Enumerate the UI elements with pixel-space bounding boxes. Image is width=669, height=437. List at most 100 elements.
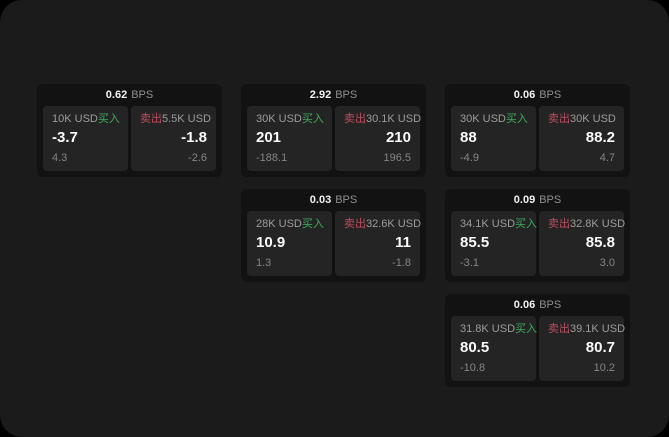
- bps-unit: BPS: [539, 193, 562, 206]
- bps-header: 0.62 BPS: [37, 84, 222, 106]
- buy-sub-value: 1.3: [256, 257, 272, 269]
- sell-price-value: 80.7: [585, 339, 615, 356]
- sell-tile-header: 卖出 30.1K USD: [344, 113, 421, 125]
- card-body: 28K USD 买入 10.9 1.3 卖出 32.6K USD 11 -1.8: [241, 211, 426, 282]
- bps-unit: BPS: [131, 88, 154, 101]
- buy-tile-header: 31.8K USD 买入: [460, 323, 537, 335]
- sell-sub-value: 4.7: [599, 152, 615, 164]
- sell-tile-header: 卖出 5.5K USD: [140, 113, 211, 125]
- sell-side-label: 卖出: [344, 218, 366, 230]
- sell-tile[interactable]: 卖出 32.8K USD 85.8 3.0: [539, 211, 625, 276]
- buy-tile[interactable]: 28K USD 买入 10.9 1.3: [247, 211, 332, 276]
- sell-tile[interactable]: 卖出 32.6K USD 11 -1.8: [335, 211, 421, 276]
- quote-card: 0.06 BPS 30K USD 买入 88 -4.9 卖出 30K USD: [445, 84, 630, 177]
- buy-price-value: 85.5: [460, 234, 490, 251]
- bps-header: 0.06 BPS: [445, 84, 630, 106]
- buy-tile[interactable]: 10K USD 买入 -3.7 4.3: [43, 106, 128, 171]
- buy-price-value: -3.7: [52, 129, 78, 146]
- quote-grid: 0.62 BPS 10K USD 买入 -3.7 4.3 卖出 5.5K USD: [37, 84, 630, 387]
- quote-card: 0.62 BPS 10K USD 买入 -3.7 4.3 卖出 5.5K USD: [37, 84, 222, 177]
- sell-side-label: 卖出: [140, 113, 162, 125]
- sell-price-value: -1.8: [181, 129, 207, 146]
- card-body: 30K USD 买入 88 -4.9 卖出 30K USD 88.2 4.7: [445, 106, 630, 177]
- sell-tile-header: 卖出 39.1K USD: [548, 323, 625, 335]
- sell-amount-label: 30K USD: [570, 113, 616, 125]
- buy-sub-value: 4.3: [52, 152, 68, 164]
- buy-tile-header: 30K USD 买入: [460, 113, 528, 125]
- buy-amount-label: 34.1K USD: [460, 218, 516, 230]
- sell-amount-label: 39.1K USD: [570, 323, 626, 335]
- sell-sub-value: -1.8: [392, 257, 411, 269]
- card-body: 30K USD 买入 201 -188.1 卖出 30.1K USD 210 1…: [241, 106, 426, 177]
- buy-tile-header: 10K USD 买入: [52, 113, 120, 125]
- buy-tile-header: 30K USD 买入: [256, 113, 324, 125]
- sell-tile[interactable]: 卖出 39.1K USD 80.7 10.2: [539, 316, 625, 381]
- buy-sub-value: -4.9: [460, 152, 479, 164]
- bps-value: 0.03: [309, 193, 332, 206]
- buy-price-value: 10.9: [256, 234, 286, 251]
- sell-side-label: 卖出: [548, 323, 570, 335]
- card-body: 34.1K USD 买入 85.5 -3.1 卖出 32.8K USD 85.8…: [445, 211, 630, 282]
- sell-amount-label: 5.5K USD: [162, 113, 211, 125]
- buy-sub-value: -188.1: [256, 152, 288, 164]
- sell-amount-label: 32.6K USD: [366, 218, 422, 230]
- buy-price-value: 88: [460, 129, 477, 146]
- sell-amount-label: 32.8K USD: [570, 218, 626, 230]
- buy-tile[interactable]: 30K USD 买入 201 -188.1: [247, 106, 332, 171]
- sell-price-value: 88.2: [585, 129, 615, 146]
- sell-tile[interactable]: 卖出 5.5K USD -1.8 -2.6: [131, 106, 216, 171]
- buy-side-label: 买入: [301, 113, 324, 125]
- bps-value: 0.06: [513, 88, 536, 101]
- bps-unit: BPS: [539, 88, 562, 101]
- sell-tile[interactable]: 卖出 30K USD 88.2 4.7: [539, 106, 624, 171]
- quote-card: 0.03 BPS 28K USD 买入 10.9 1.3 卖出 32.6K US…: [241, 189, 426, 282]
- sell-sub-value: -2.6: [188, 152, 207, 164]
- bps-unit: BPS: [539, 298, 562, 311]
- sell-tile-header: 卖出 30K USD: [548, 113, 616, 125]
- buy-side-label: 买入: [97, 113, 120, 125]
- sell-amount-label: 30.1K USD: [366, 113, 422, 125]
- buy-sub-value: -10.8: [460, 362, 486, 374]
- buy-side-label: 买入: [515, 218, 538, 230]
- buy-amount-label: 31.8K USD: [460, 323, 516, 335]
- sell-sub-value: 196.5: [383, 152, 411, 164]
- bps-header: 0.09 BPS: [445, 189, 630, 211]
- buy-sub-value: -3.1: [460, 257, 479, 269]
- sell-price-value: 11: [395, 234, 411, 251]
- bps-value: 2.92: [309, 88, 332, 101]
- bps-header: 2.92 BPS: [241, 84, 426, 106]
- buy-amount-label: 30K USD: [256, 113, 302, 125]
- sell-side-label: 卖出: [548, 113, 570, 125]
- sell-sub-value: 3.0: [599, 257, 615, 269]
- buy-tile-header: 28K USD 买入: [256, 218, 324, 230]
- sell-tile[interactable]: 卖出 30.1K USD 210 196.5: [335, 106, 421, 171]
- bps-value: 0.62: [105, 88, 128, 101]
- sell-tile-header: 卖出 32.8K USD: [548, 218, 625, 230]
- buy-price-value: 80.5: [460, 339, 490, 356]
- card-body: 10K USD 买入 -3.7 4.3 卖出 5.5K USD -1.8 -2.…: [37, 106, 222, 177]
- buy-amount-label: 10K USD: [52, 113, 98, 125]
- sell-tile-header: 卖出 32.6K USD: [344, 218, 421, 230]
- buy-amount-label: 28K USD: [256, 218, 302, 230]
- buy-price-value: 201: [256, 129, 282, 146]
- quote-card: 0.09 BPS 34.1K USD 买入 85.5 -3.1 卖出 32.8K…: [445, 189, 630, 282]
- buy-tile[interactable]: 30K USD 买入 88 -4.9: [451, 106, 536, 171]
- buy-side-label: 买入: [505, 113, 528, 125]
- bps-value: 0.06: [513, 298, 536, 311]
- sell-price-value: 210: [385, 129, 411, 146]
- bps-header: 0.06 BPS: [445, 294, 630, 316]
- sell-side-label: 卖出: [548, 218, 570, 230]
- buy-tile[interactable]: 34.1K USD 买入 85.5 -3.1: [451, 211, 538, 276]
- quote-card: 0.06 BPS 31.8K USD 买入 80.5 -10.8 卖出 39.1…: [445, 294, 630, 387]
- sell-side-label: 卖出: [344, 113, 366, 125]
- buy-tile[interactable]: 31.8K USD 买入 80.5 -10.8: [451, 316, 537, 381]
- sell-sub-value: 10.2: [593, 362, 615, 374]
- quote-card: 2.92 BPS 30K USD 买入 201 -188.1 卖出 30.1K …: [241, 84, 426, 177]
- buy-amount-label: 30K USD: [460, 113, 506, 125]
- buy-side-label: 买入: [301, 218, 324, 230]
- bps-header: 0.03 BPS: [241, 189, 426, 211]
- bps-value: 0.09: [513, 193, 536, 206]
- bps-unit: BPS: [335, 193, 358, 206]
- sell-price-value: 85.8: [585, 234, 615, 251]
